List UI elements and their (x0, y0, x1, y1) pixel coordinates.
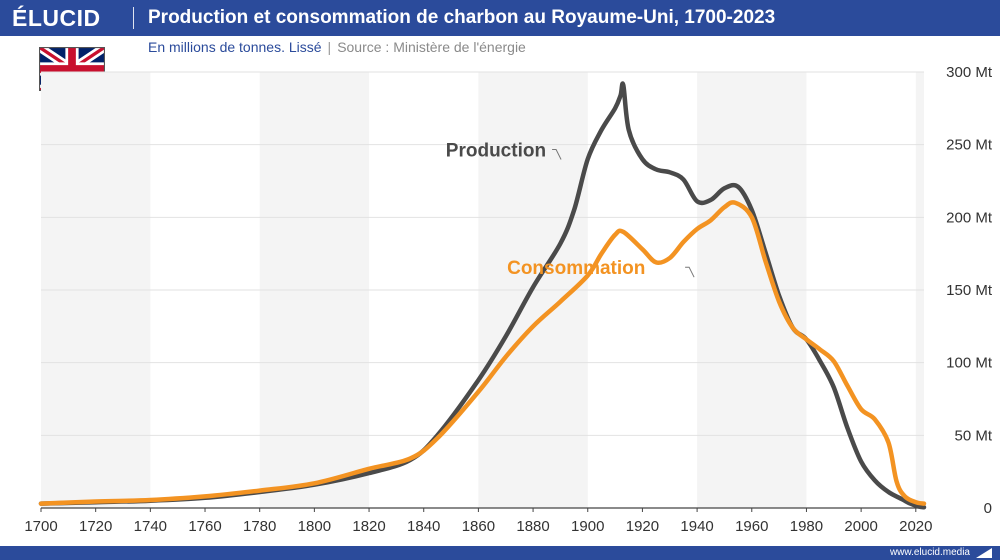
y-axis-labels: 0 50 Mt 100 Mt 150 Mt 200 Mt 250 Mt 300 Mt (946, 64, 993, 517)
y-tick-label-200: 200 Mt (946, 209, 993, 226)
y-tick-label-0: 0 (984, 500, 992, 517)
y-tick-label-50: 50 Mt (954, 427, 992, 444)
subtitle-separator: | (327, 39, 332, 55)
x-tick-label-1920: 1920 (626, 518, 659, 535)
x-tick-label-1880: 1880 (516, 518, 549, 535)
subtitle-source: Source : Ministère de l'énergie (337, 39, 526, 55)
x-tick-label-1860: 1860 (462, 518, 495, 535)
chart-subtitle: En millions de tonnes. Lissé | Source : Mi… (148, 39, 526, 55)
x-tick-label-1820: 1820 (352, 518, 385, 535)
subtitle-unit: En millions de tonnes. Lissé (148, 39, 322, 55)
chart-title: Production et consommation de charbon au… (148, 7, 776, 28)
series-leader-consommation (685, 266, 695, 278)
x-tick-label-1760: 1760 (188, 518, 221, 535)
x-axis-labels: 1700 1720 1740 1760 1780 1800 1820 1840 1860 1880… (24, 518, 932, 535)
footer-bar: www.elucid.media (0, 546, 1000, 560)
series-label-consommation: Consommation (507, 258, 645, 279)
x-tick-label-1720: 1720 (79, 518, 112, 535)
footer-url[interactable]: www.elucid.media (889, 547, 970, 558)
series-leader-production (552, 148, 562, 160)
series-label-production: Production (446, 140, 546, 161)
series-labels: Production Consommation (446, 140, 695, 279)
x-tick-label-2020: 2020 (899, 518, 932, 535)
x-tick-label-1700: 1700 (24, 518, 57, 535)
series-group (38, 81, 927, 510)
y-tick-label-150: 150 Mt (946, 282, 993, 299)
elucid-logo[interactable]: ÉLUCID (12, 5, 101, 31)
series-line-consommation (38, 200, 927, 506)
x-tick-label-1840: 1840 (407, 518, 440, 535)
x-tick-label-1900: 1900 (571, 518, 604, 535)
x-axis (40, 507, 924, 512)
elucid-mark-icon (976, 548, 992, 558)
x-tick-label-1980: 1980 (790, 518, 823, 535)
x-tick-label-1780: 1780 (243, 518, 276, 535)
x-tick-label-1800: 1800 (298, 518, 331, 535)
y-tick-label-100: 100 Mt (946, 355, 993, 372)
x-tick-label-1940: 1940 (680, 518, 713, 535)
y-tick-label-300: 300 Mt (946, 64, 993, 81)
header-bar: ÉLUCID Production et consommation de cha… (0, 0, 1000, 36)
x-tick-label-1740: 1740 (134, 518, 167, 535)
x-tick-label-1960: 1960 (735, 518, 768, 535)
x-tick-label-2000: 2000 (844, 518, 877, 535)
header-divider (133, 7, 134, 29)
y-tick-label-250: 250 Mt (946, 137, 993, 154)
